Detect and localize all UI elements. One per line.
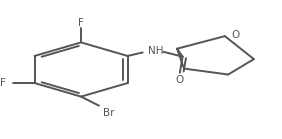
Text: O: O bbox=[232, 30, 240, 40]
Text: F: F bbox=[78, 18, 84, 28]
Text: Br: Br bbox=[103, 108, 114, 118]
Text: NH: NH bbox=[148, 46, 164, 56]
Text: F: F bbox=[0, 78, 6, 88]
Text: O: O bbox=[176, 75, 184, 85]
